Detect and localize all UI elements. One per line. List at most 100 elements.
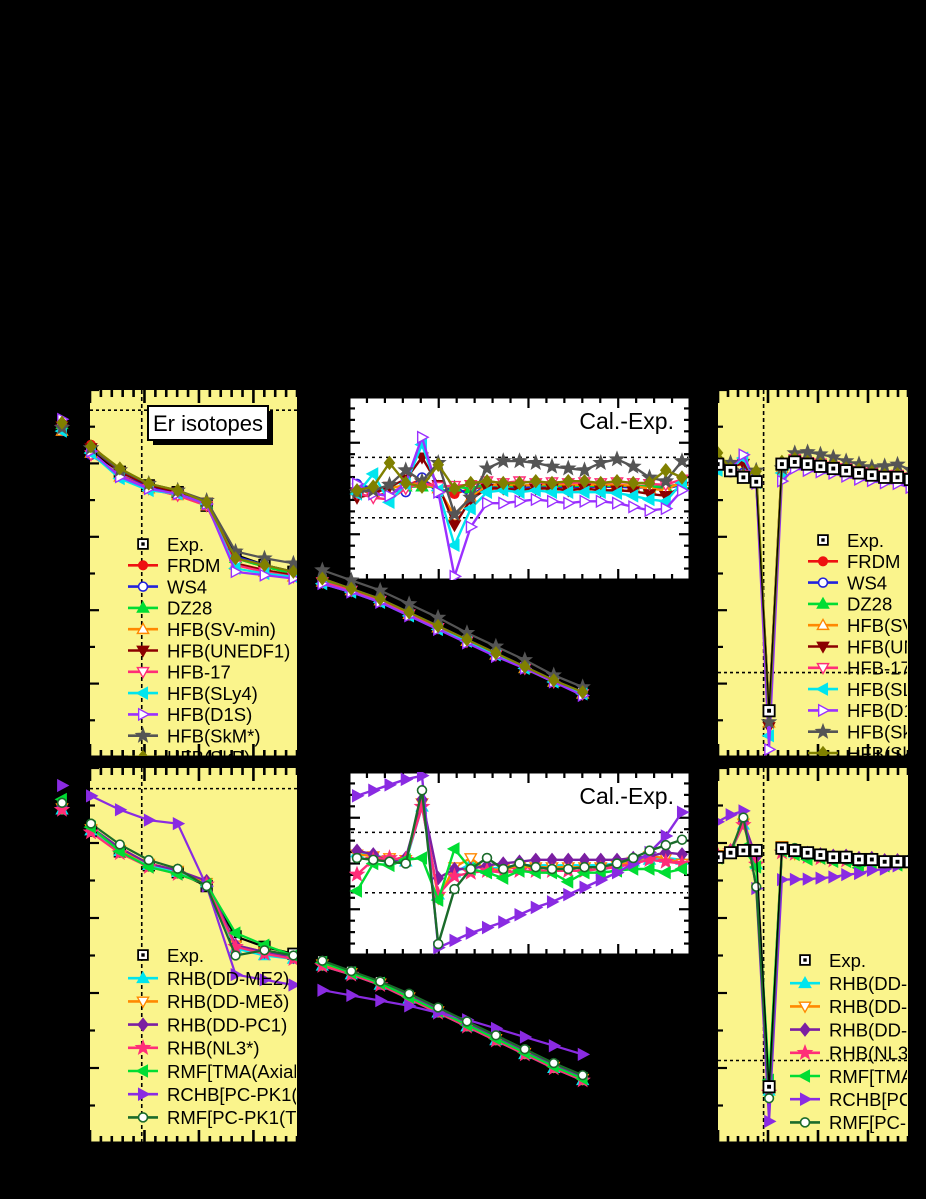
bottom-right-curves-exp-marker bbox=[869, 857, 874, 862]
top-left-curves-series-marker bbox=[259, 568, 272, 582]
bottom-right-legend-entry[interactable]: RHB(DD-PC1) bbox=[790, 1019, 926, 1040]
top-left-legend-entry[interactable]: HFB(SkP) bbox=[128, 747, 250, 768]
top-inset-curves-series-marker bbox=[478, 459, 496, 476]
bottom-right-curves-series-marker bbox=[751, 881, 762, 892]
bottom-right-legend: Exp.RHB(DD-ME2)RHB(DD-MEδ)RHB(DD-PC1) RHB… bbox=[790, 950, 926, 1133]
top-right-legend-entry[interactable]: Exp. bbox=[817, 530, 884, 551]
top-right-legend-entry[interactable]: WS4 bbox=[808, 572, 887, 593]
top-inset-curves-series-marker bbox=[529, 473, 542, 489]
bottom-left-legend-entry[interactable]: RHB(NL3*) bbox=[128, 1038, 260, 1059]
bottom-left-overflow-marker bbox=[317, 955, 328, 966]
bottom-right-legend-items: Exp.RHB(DD-ME2)RHB(DD-MEδ)RHB(DD-PC1) RHB… bbox=[790, 950, 926, 1133]
top-right-legend-entry[interactable]: HFB(UNEDF1) bbox=[808, 636, 926, 657]
top-right-legend-entry[interactable]: HFB(SkP) bbox=[808, 743, 926, 764]
top-left-legend-entry-label: FRDM bbox=[167, 555, 220, 576]
bottom-left-curves-series-marker bbox=[172, 817, 186, 831]
bottom-right-legend-entry-marker bbox=[799, 1022, 811, 1037]
bottom-inset-curves-series-marker bbox=[432, 938, 444, 950]
top-left-legend-items: Exp.FRDMWS4DZ28HFB(SV-min)HFB(UNEDF1)HFB… bbox=[128, 534, 290, 768]
top-right-legend-entry-marker bbox=[815, 682, 829, 696]
top-left-legend-entry[interactable]: FRDM bbox=[128, 555, 220, 576]
bottom-inset-curves-series-marker bbox=[465, 926, 479, 940]
top-left-legend-entry-label: WS4 bbox=[167, 576, 207, 597]
bottom-left-legend-entry-marker bbox=[137, 1017, 149, 1032]
top-left-legend-entry[interactable]: HFB(UNEDF1) bbox=[128, 640, 290, 661]
bottom-left-curves-series-marker bbox=[230, 950, 241, 961]
bottom-left-legend-entry[interactable]: Exp. bbox=[137, 945, 204, 966]
bottom-left-overflow-marker bbox=[490, 1030, 502, 1041]
bottom-left-curves-series-marker bbox=[288, 950, 297, 961]
top-right-curves-series-marker bbox=[760, 713, 778, 730]
bottom-right-legend-entry[interactable]: Exp. bbox=[799, 950, 866, 971]
bottom-right-legend-entry[interactable]: RMF[TMA(Axial)] bbox=[790, 1066, 926, 1087]
top-right-curves-exp-marker bbox=[767, 708, 772, 713]
bottom-left-legend-entry[interactable]: RHB(DD-MEδ) bbox=[128, 991, 289, 1012]
bottom-right-curves-series-marker bbox=[866, 863, 880, 877]
top-left-legend-entry[interactable]: HFB(SV-min) bbox=[128, 619, 276, 640]
bottom-left-legend-entry[interactable]: RMF[TMA(Axial)] bbox=[128, 1061, 309, 1082]
top-inset-curves-series-marker bbox=[546, 475, 558, 491]
bottom-left-legend-entry-label: RHB(NL3*) bbox=[167, 1038, 260, 1059]
bottom-right-curves-series-marker bbox=[735, 816, 752, 832]
bottom-right-legend-entry[interactable]: RMF[PC-PK1(Triaxial)] bbox=[790, 1112, 926, 1133]
top-inset-curves-series-marker bbox=[432, 457, 445, 472]
bottom-left-overflow-marker bbox=[86, 789, 99, 803]
bottom-left-legend-entry-marker bbox=[134, 1038, 152, 1055]
bottom-right-legend-entry[interactable]: RHB(DD-MEδ) bbox=[790, 996, 926, 1017]
top-right-legend-entry-marker bbox=[817, 577, 829, 588]
top-left-curves-series-marker bbox=[172, 483, 184, 498]
top-inset-curves-series-marker bbox=[479, 485, 493, 499]
bottom-left-overflow-line bbox=[321, 959, 584, 1077]
top-left-legend-entry[interactable]: HFB(SkM*) bbox=[128, 726, 261, 747]
top-right-legend-entry[interactable]: HFB(SkM*) bbox=[808, 722, 926, 743]
bottom-right-legend-entry[interactable]: RHB(DD-ME2) bbox=[790, 973, 926, 994]
top-right-legend-entry[interactable]: HFB(SLy4) bbox=[808, 679, 926, 700]
bottom-left-legend-entry[interactable]: RMF[PC-PK1(Triaxial)] bbox=[128, 1107, 355, 1128]
top-left-overflow-marker bbox=[490, 646, 502, 661]
bottom-left-overflow-marker bbox=[375, 976, 386, 987]
top-inset-curves-series-marker bbox=[511, 452, 528, 469]
bottom-left-overflow-marker bbox=[346, 965, 357, 977]
top-inset-curves-series-marker bbox=[660, 501, 674, 516]
bottom-right-legend-entry[interactable]: RCHB[PC-PK1(Spherical)] bbox=[790, 1089, 926, 1110]
top-left-legend-entry[interactable]: HFB(SLy4) bbox=[128, 683, 258, 704]
top-inset-curves-series-marker bbox=[544, 485, 558, 499]
top-left-overflow-marker bbox=[577, 685, 589, 700]
bottom-inset-curves-series-marker bbox=[351, 852, 363, 864]
top-right-legend-entry[interactable]: HFB(D1S) bbox=[808, 700, 926, 721]
top-inset-curves-series-marker bbox=[530, 492, 544, 507]
top-right-curves-exp-marker bbox=[882, 475, 887, 480]
top-left-overflow-marker bbox=[374, 591, 386, 606]
top-left-legend-entry[interactable]: WS4 bbox=[128, 576, 207, 597]
top-right-legend-entry[interactable]: HFB(SV-min) bbox=[808, 615, 926, 636]
top-right-legend-entry[interactable]: DZ28 bbox=[808, 594, 892, 615]
bottom-left-legend-entry[interactable]: RHB(DD-PC1) bbox=[128, 1014, 287, 1035]
bottom-left-legend-entry[interactable]: RCHB[PC-PK1(Spherical)] bbox=[128, 1084, 386, 1105]
top-right-curves-series-marker bbox=[738, 448, 751, 462]
top-right-curves-exp-marker bbox=[869, 473, 874, 478]
bottom-right-legend-entry[interactable]: RHB(NL3*) bbox=[790, 1043, 922, 1064]
top-inset-curves-series-marker bbox=[514, 494, 528, 509]
bottom-right-curves-series-marker bbox=[764, 1114, 777, 1129]
bottom-left-legend-entry[interactable]: RHB(DD-ME2) bbox=[128, 968, 289, 989]
top-inset-curves-series-marker bbox=[594, 475, 607, 491]
top-left-overflow-marker bbox=[548, 673, 560, 688]
top-right-legend-entry-marker bbox=[816, 641, 830, 654]
bottom-inset-curves-series-marker bbox=[676, 834, 688, 845]
bottom-inset-curves-series-marker bbox=[660, 839, 672, 851]
top-left-overflow-curves bbox=[53, 412, 591, 703]
top-left-legend-entry[interactable]: HFB-17 bbox=[128, 662, 231, 683]
bottom-right-legend-entry-label: RMF[TMA(Axial)] bbox=[829, 1066, 926, 1087]
bottom-left-overflow-marker bbox=[432, 1002, 444, 1013]
top-right-legend-entry-label: HFB(SkP) bbox=[847, 743, 926, 764]
top-left-legend-entry[interactable]: HFB(D1S) bbox=[128, 704, 252, 725]
top-inset-curves-series-marker bbox=[446, 505, 463, 522]
top-right-curves-exp-marker bbox=[779, 462, 784, 467]
top-left-legend-entry[interactable]: Exp. bbox=[137, 534, 204, 555]
top-right-legend-entry[interactable]: HFB-17 bbox=[808, 658, 911, 679]
top-right-legend-entry[interactable]: FRDM bbox=[808, 551, 900, 572]
top-left-legend-entry-label: HFB(D1S) bbox=[167, 704, 252, 725]
top-left-legend-entry[interactable]: DZ28 bbox=[128, 598, 212, 619]
top-left-overflow-marker bbox=[56, 415, 68, 430]
top-inset-curves-series-marker bbox=[659, 462, 672, 478]
